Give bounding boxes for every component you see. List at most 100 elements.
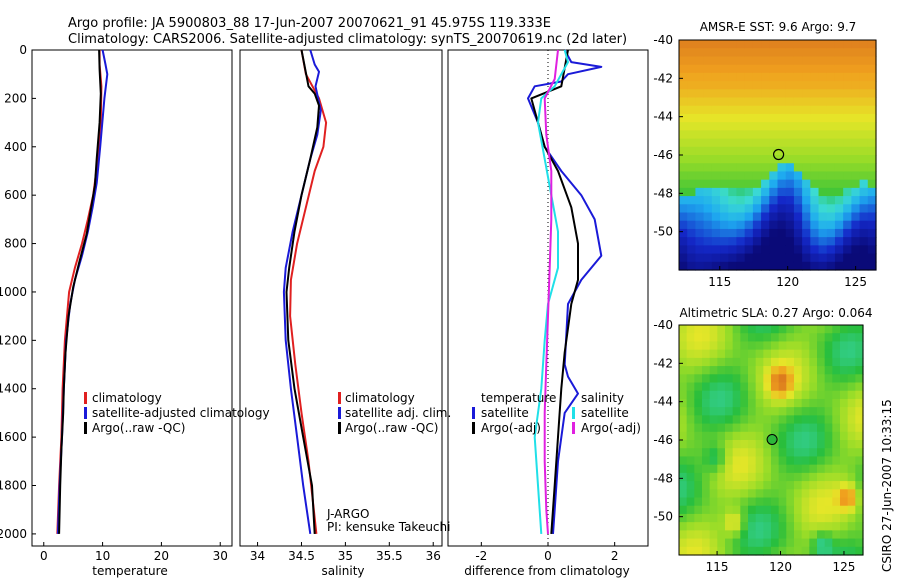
heatmap-cell — [761, 138, 770, 148]
heatmap-cell — [695, 89, 705, 99]
heatmap-cell — [859, 220, 869, 230]
heatmap-cell — [840, 325, 849, 334]
heatmap-cell — [801, 374, 810, 384]
heatmap-cell — [679, 415, 688, 425]
heatmap-cell — [802, 56, 811, 66]
heatmap-cell — [786, 440, 795, 449]
heatmap-cell — [855, 431, 864, 441]
heatmap-cell — [801, 456, 810, 466]
heatmap-cell — [785, 187, 795, 197]
heatmap-cell — [755, 530, 764, 540]
heatmap-cell — [859, 89, 869, 99]
heatmap-cell — [717, 333, 726, 343]
legend-label: satellite — [581, 406, 629, 420]
heatmap-cell — [834, 56, 844, 66]
heatmap-cell — [809, 464, 818, 474]
heatmap-cell — [818, 163, 828, 173]
heatmap-cell — [695, 97, 705, 107]
heatmap-cell — [761, 64, 770, 74]
heatmap-cell — [817, 349, 826, 359]
heatmap-cell — [728, 89, 738, 99]
heatmap-cell — [709, 472, 718, 482]
heatmap-cell — [834, 72, 844, 82]
heatmap-cell — [771, 530, 780, 540]
heatmap-cell — [763, 505, 772, 515]
heatmap-cell — [763, 538, 772, 548]
heatmap-cell — [732, 522, 741, 531]
heatmap-cell — [679, 333, 688, 343]
heatmap-cell — [703, 89, 713, 99]
heatmap-cell — [709, 448, 718, 458]
heatmap-cell — [809, 398, 818, 408]
heatmap-cell — [702, 505, 711, 515]
difference-legend: temperature satellite Argo(-adj) salinit… — [472, 391, 641, 435]
heatmap-cell — [832, 398, 841, 408]
heatmap-cell — [694, 374, 703, 384]
heatmap-cell — [818, 146, 828, 156]
heatmap-cell — [801, 407, 810, 416]
legend-title-salinity: salinity — [581, 391, 624, 405]
heatmap-cell — [717, 325, 726, 334]
heatmap-cell — [709, 497, 718, 507]
heatmap-cell — [832, 349, 841, 359]
heatmap-cell — [847, 481, 856, 490]
y-tick-label: -50 — [653, 510, 673, 524]
heatmap-cell — [695, 253, 705, 263]
heatmap-cell — [686, 357, 695, 367]
heatmap-cell — [761, 228, 770, 238]
heatmap-cell — [736, 81, 746, 90]
heatmap-cell — [686, 440, 695, 449]
heatmap-cell — [785, 237, 795, 246]
heatmap-cell — [778, 333, 787, 343]
heatmap-cell — [824, 456, 833, 466]
heatmap-cell — [809, 472, 818, 482]
heatmap-cell — [817, 325, 826, 334]
heatmap-cell — [732, 497, 741, 507]
heatmap-cell — [763, 448, 772, 458]
heatmap-cell — [717, 398, 726, 408]
heatmap-cell — [709, 431, 718, 441]
heatmap-cell — [847, 390, 856, 400]
heatmap-cell — [777, 171, 787, 181]
heatmap-cell — [717, 538, 726, 548]
heatmap-cell — [794, 431, 803, 441]
legend-label: Argo(-adj) — [581, 421, 641, 435]
heatmap-cell — [777, 261, 787, 271]
heatmap-cell — [826, 228, 836, 238]
x-tick-label: 35.5 — [376, 549, 403, 563]
heatmap-cell — [817, 472, 826, 482]
heatmap-cell — [793, 113, 803, 123]
heatmap-cell — [732, 333, 741, 343]
heatmap-cell — [763, 357, 772, 367]
heatmap-cell — [802, 122, 811, 131]
heatmap-cell — [725, 505, 734, 515]
heatmap-cell — [679, 423, 688, 433]
heatmap-cell — [728, 72, 738, 82]
heatmap-cell — [801, 382, 810, 392]
heatmap-cell — [851, 40, 861, 49]
heatmap-cell — [725, 489, 734, 499]
heatmap-cell — [834, 220, 844, 230]
heatmap-cell — [817, 456, 826, 466]
heatmap-cell — [687, 113, 697, 123]
heatmap-cell — [834, 237, 844, 246]
heatmap-cell — [794, 538, 803, 548]
heatmap-cell — [771, 522, 780, 531]
heatmap-cell — [778, 382, 787, 392]
heatmap-cell — [717, 456, 726, 466]
heatmap-cell — [867, 237, 877, 246]
heatmap-cell — [777, 155, 787, 164]
heatmap-cell — [818, 48, 828, 58]
side-label: CSIRO 27-Jun-2007 10:33:15 — [880, 399, 894, 572]
heatmap-cell — [694, 489, 703, 499]
heatmap-cell — [824, 538, 833, 548]
heatmap-cell — [736, 187, 746, 197]
heatmap-cell — [851, 113, 861, 123]
heatmap-cell — [717, 513, 726, 523]
heatmap-cell — [736, 146, 746, 156]
y-tick-label: 1400 — [0, 382, 27, 396]
heatmap-cell — [802, 179, 811, 189]
heatmap-cell — [793, 89, 803, 99]
heatmap-cell — [771, 513, 780, 523]
heatmap-cell — [720, 212, 729, 222]
